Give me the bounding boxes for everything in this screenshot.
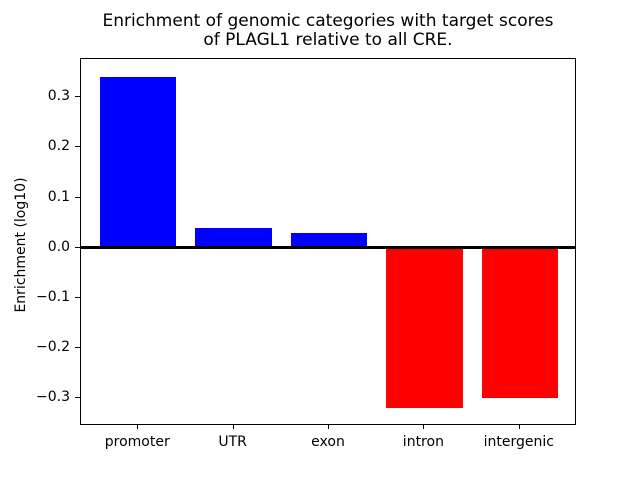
y-tick-mark [75,397,80,399]
bar-promoter [100,77,177,248]
y-tick-label: −0.1 [36,288,70,305]
bar-exon [290,232,368,248]
bar-UTR [195,227,272,248]
y-tick-mark [75,196,80,198]
x-tick-mark [423,425,425,429]
y-tick-mark [75,96,80,98]
y-tick-label: 0.0 [47,238,70,255]
x-tick-label-UTR: UTR [218,434,247,450]
x-tick-label-intergenic: intergenic [483,434,554,450]
y-tick-mark [75,347,80,349]
y-tick-label: −0.2 [36,339,70,356]
y-tick-label: −0.3 [36,389,70,406]
x-tick-label-exon: exon [311,434,345,450]
y-tick-mark [75,296,80,298]
x-tick-label-promoter: promoter [104,434,170,450]
chart-title: Enrichment of genomic categories with ta… [102,11,554,50]
y-tick-label: 0.2 [47,138,70,155]
y-tick-label: 0.1 [47,188,70,205]
y-tick-mark [75,246,80,248]
bars-layer [81,59,575,424]
plot-area [80,58,576,425]
y-tick-label: 0.3 [47,88,70,105]
x-tick-mark [232,425,234,429]
x-tick-mark [518,425,520,429]
zero-line [81,246,575,250]
x-tick-mark [137,425,139,429]
x-tick-mark [328,425,329,429]
bar-intron [386,247,463,409]
bar-intergenic [481,247,558,399]
y-tick-mark [75,146,80,148]
x-tick-label-intron: intron [402,434,444,450]
